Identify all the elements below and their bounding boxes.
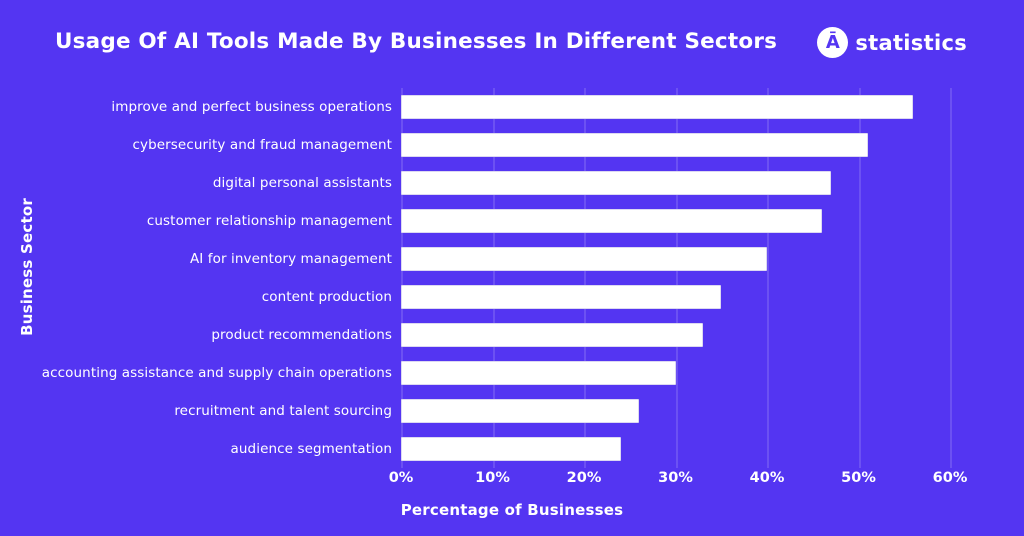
x-tick-label: 10%: [475, 470, 510, 486]
x-tick-label: 60%: [932, 470, 968, 486]
statistics-logo-icon: Ā: [817, 27, 849, 58]
bar: [401, 323, 703, 347]
x-axis-ticks: 0% 10% 20% 30% 40% 50% 60%: [389, 470, 968, 490]
category-label: accounting assistance and supply chain o…: [41, 365, 392, 381]
category-label: digital personal assistants: [212, 175, 392, 191]
bar-row: cybersecurity and fraud management: [0, 126, 1024, 164]
x-tick-label: 20%: [566, 470, 602, 486]
bar-row: product recommendations: [0, 316, 1024, 354]
bar-row: recruitment and talent sourcing: [0, 392, 1024, 430]
bar-track: [401, 209, 1024, 233]
bar-track: [401, 95, 1024, 119]
category-label: product recommendations: [211, 327, 392, 343]
bar-row: AI for inventory management: [0, 240, 1024, 278]
bar-row: customer relationship management: [0, 202, 1024, 240]
x-tick-label: 40%: [749, 470, 785, 486]
y-axis-title: Business Sector: [18, 198, 36, 336]
bar-row: audience segmentation: [0, 430, 1024, 468]
category-label: customer relationship management: [146, 213, 392, 229]
bar-track: [401, 437, 1024, 461]
bar-chart: improve and perfect business operations c…: [0, 88, 1024, 468]
x-tick-label: 30%: [658, 470, 693, 486]
category-label: improve and perfect business operations: [111, 99, 392, 115]
bar-row: digital personal assistants: [0, 164, 1024, 202]
bar-track: [401, 171, 1024, 195]
bar-track: [401, 323, 1024, 347]
bar-track: [401, 399, 1024, 423]
bar-track: [401, 361, 1024, 385]
bar-track: [401, 133, 1024, 157]
bar-rows: improve and perfect business operations c…: [0, 88, 1024, 468]
bar: [401, 171, 832, 195]
bar: [401, 399, 639, 423]
category-label: recruitment and talent sourcing: [174, 403, 392, 419]
category-label: AI for inventory management: [189, 251, 392, 267]
bar: [401, 437, 621, 461]
bar: [401, 133, 868, 157]
x-axis-title: Percentage of Businesses: [400, 501, 624, 519]
bar-track: [401, 247, 1024, 271]
category-label: cybersecurity and fraud management: [132, 137, 392, 153]
category-label: audience segmentation: [230, 441, 392, 457]
bar: [401, 285, 722, 309]
x-tick-label: 50%: [841, 470, 876, 486]
brand-name: statistics: [855, 30, 967, 55]
bar-row: improve and perfect business operations: [0, 88, 1024, 126]
category-label: content production: [261, 289, 392, 305]
bar: [401, 95, 914, 119]
bar-row: content production: [0, 278, 1024, 316]
brand-logo: Ā statistics: [817, 27, 967, 58]
bar: [401, 361, 676, 385]
page-title: Usage Of AI Tools Made By Businesses In …: [55, 29, 778, 54]
bar-row: accounting assistance and supply chain o…: [0, 354, 1024, 392]
bar-track: [401, 285, 1024, 309]
bar: [401, 247, 767, 271]
bar: [401, 209, 822, 233]
x-tick-label: 0%: [388, 470, 414, 486]
